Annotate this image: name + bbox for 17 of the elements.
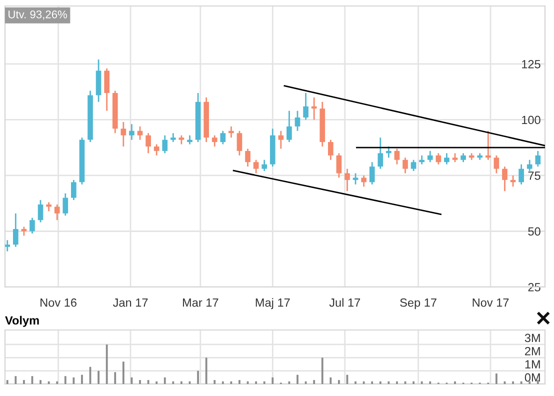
x-tick-label: Maj 17 — [256, 298, 290, 310]
y-tick-label: 1M — [525, 360, 540, 368]
x-tick-label: Mar 17 — [182, 298, 218, 307]
x-tick-label: Jul 17 — [329, 298, 360, 307]
annotation: Utv. 93,26% — [8, 10, 68, 20]
y-tick-label: 3M — [524, 334, 540, 342]
y-tick-label: 100 — [522, 116, 540, 124]
y-tick-label: 50 — [528, 227, 540, 236]
y-tick-label: 125 — [522, 60, 540, 68]
y-tick-label: 75 — [528, 172, 540, 180]
x-tick-label: Nov 17 — [472, 298, 509, 307]
y-tick-label: 2M — [525, 346, 540, 356]
x-tick-label: Jan 17 — [112, 298, 148, 307]
chart-title: Volym — [5, 316, 39, 327]
y-tick-label: 0M — [524, 373, 540, 382]
x-tick-label: Nov 16 — [40, 298, 76, 307]
x-tick-label: Sep 17 — [400, 298, 436, 310]
